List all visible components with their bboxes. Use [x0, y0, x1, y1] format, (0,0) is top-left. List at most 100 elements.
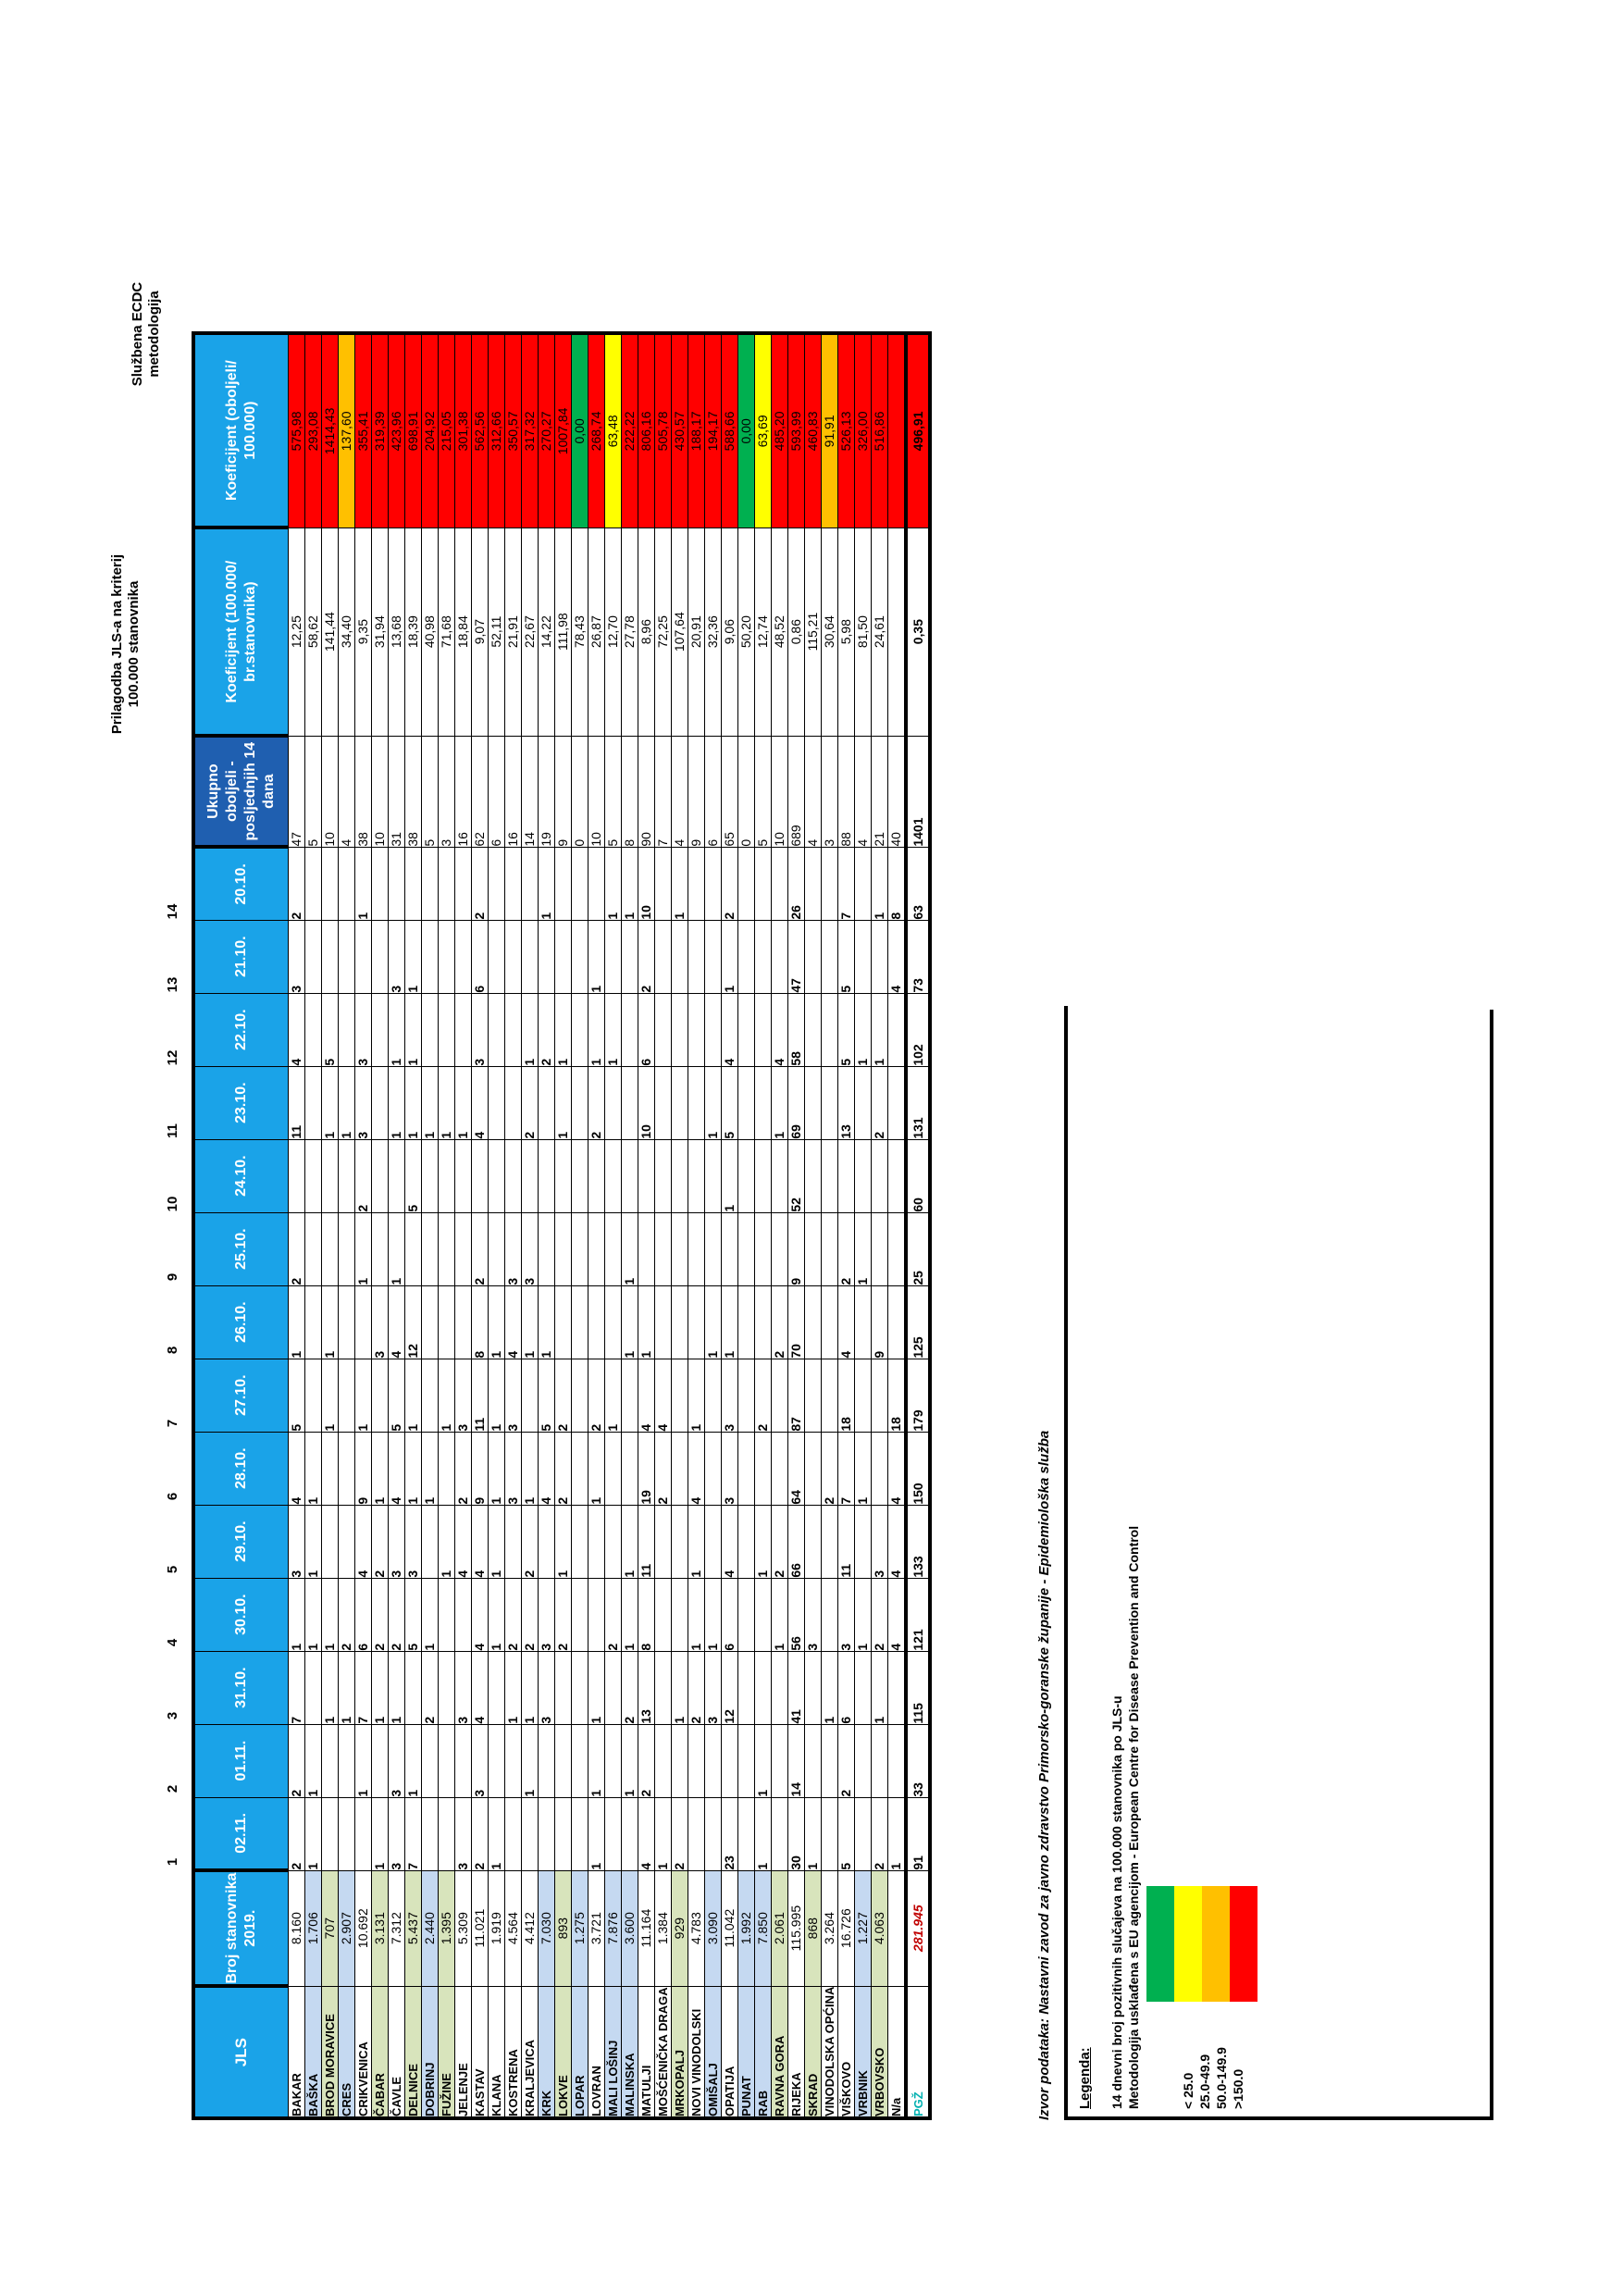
day-cases: 4	[354, 1505, 372, 1579]
day-cases: 6	[638, 993, 655, 1067]
legend-label: >150.0	[1231, 2068, 1245, 2109]
day-cases: 2	[521, 1505, 539, 1579]
day-cases	[837, 1139, 855, 1213]
population: 1.227	[854, 1870, 872, 1987]
day-cases	[688, 1285, 705, 1359]
total-cases: 88	[837, 736, 855, 848]
day-cases	[804, 847, 822, 921]
day-cases: 7	[404, 1797, 422, 1871]
day-cases	[754, 1651, 772, 1725]
day-cases	[638, 1212, 655, 1286]
day-cases	[754, 1285, 772, 1359]
day-cases: 2	[771, 1285, 788, 1359]
day-cases	[488, 1651, 505, 1725]
day-cases	[538, 1797, 555, 1871]
koef-per-100k: 460,83	[804, 333, 822, 528]
koef-per-100k: 1414,43	[321, 333, 339, 528]
day-cases: 1	[621, 1285, 638, 1359]
koef-per-100k: 326,00	[854, 333, 872, 528]
day-cases: 1	[421, 1066, 439, 1140]
day-cases	[754, 1432, 772, 1506]
table-row: KRK 7.030 3 3 4 5 1 2 1 19 14,22 270,27	[538, 333, 555, 2118]
day-cases	[704, 993, 722, 1067]
day-cases: 5	[721, 1066, 738, 1140]
population: 7.850	[754, 1870, 772, 1987]
table-row: RIJEKA 115.995 30 14 41 56 66 64 87 70 9 52 69 58 47 26…	[787, 333, 805, 2118]
koef-per-100k: 204,92	[421, 333, 439, 528]
legend-line1: 14 dnevni broj pozitivnih slučajeva na 1…	[1109, 1695, 1124, 2109]
day-number: 1	[165, 1857, 180, 1867]
day-cases: 2	[588, 1066, 605, 1140]
day-cases: 64	[787, 1432, 805, 1506]
table-row: VRBNIK 1.227 1 1 1 1 4 81,50 326,00	[854, 333, 872, 2118]
total-cases: 10	[588, 736, 605, 848]
total-cases: 10	[771, 736, 788, 848]
day-cases	[821, 847, 838, 921]
day-cases: 3	[454, 1797, 472, 1871]
day-cases	[854, 1066, 872, 1140]
day-cases	[854, 1285, 872, 1359]
day-cases	[538, 1724, 555, 1798]
day-cases	[821, 1724, 838, 1798]
day-cases	[504, 1066, 522, 1140]
table-row: ČABAR 3.131 1 1 2 2 1 3 10 31,94 319,39	[371, 333, 389, 2118]
total-cases: 90	[638, 736, 655, 848]
day-cases: 2	[654, 1432, 672, 1506]
day-cases: 1	[388, 1066, 405, 1140]
day-cases: 5	[837, 920, 855, 994]
total-cases: 8	[621, 736, 638, 848]
day-cases	[737, 1359, 755, 1433]
sum-koef1: 0,35	[906, 527, 930, 737]
day-cases	[421, 1505, 439, 1579]
day-cases: 9	[787, 1212, 805, 1286]
day-cases	[887, 993, 906, 1067]
day-cases	[454, 1578, 472, 1652]
day-cases	[721, 1724, 738, 1798]
day-cases: 1	[804, 1797, 822, 1871]
day-cases	[671, 1432, 688, 1506]
day-cases	[887, 1139, 906, 1213]
day-cases: 1	[404, 920, 422, 994]
day-cases: 1	[721, 1285, 738, 1359]
day-cases: 1	[704, 1285, 722, 1359]
day-cases	[638, 1139, 655, 1213]
day-cases	[521, 847, 539, 921]
day-number: 8	[165, 1346, 180, 1355]
day-cases: 11	[638, 1505, 655, 1579]
jls-name: RAVNA GORA	[771, 1986, 788, 2118]
jls-name: BROD MORAVICE	[321, 1986, 339, 2118]
day-cases	[304, 1066, 322, 1140]
koef-per-pop: 40,98	[421, 527, 439, 737]
day-cases: 3	[288, 920, 305, 994]
sum-day-cases: 33	[906, 1724, 930, 1798]
day-cases: 4	[887, 1578, 906, 1652]
day-cases	[621, 1139, 638, 1213]
col-date: 25.10.	[193, 1212, 289, 1286]
jls-name: OPATIJA	[721, 1986, 738, 2118]
day-cases	[654, 1578, 672, 1652]
koef-per-100k: 806,16	[638, 333, 655, 528]
day-cases: 4	[454, 1505, 472, 1579]
day-cases: 87	[787, 1359, 805, 1433]
day-cases	[604, 1505, 622, 1579]
day-cases: 3	[354, 993, 372, 1067]
koef-per-pop: 111,98	[554, 527, 572, 737]
day-cases: 5	[388, 1359, 405, 1433]
koef-per-pop: 9,35	[354, 527, 372, 737]
col-ukupno: Ukupno oboljeli - posljednjih 14 dana	[193, 736, 289, 848]
day-cases: 8	[638, 1578, 655, 1652]
population: 5.437	[404, 1870, 422, 1987]
koef-per-pop: 72,25	[654, 527, 672, 737]
day-cases	[554, 1285, 572, 1359]
day-cases: 1	[654, 1797, 672, 1871]
day-number: 7	[165, 1419, 180, 1428]
day-cases	[804, 1724, 822, 1798]
day-cases: 1	[288, 1578, 305, 1652]
day-cases: 1	[371, 1432, 389, 1506]
day-cases	[604, 1139, 622, 1213]
sum-day-cases: 25	[906, 1212, 930, 1286]
day-cases: 5	[837, 1797, 855, 1871]
day-cases	[371, 993, 389, 1067]
day-cases: 1	[588, 1724, 605, 1798]
day-cases: 2	[554, 1432, 572, 1506]
